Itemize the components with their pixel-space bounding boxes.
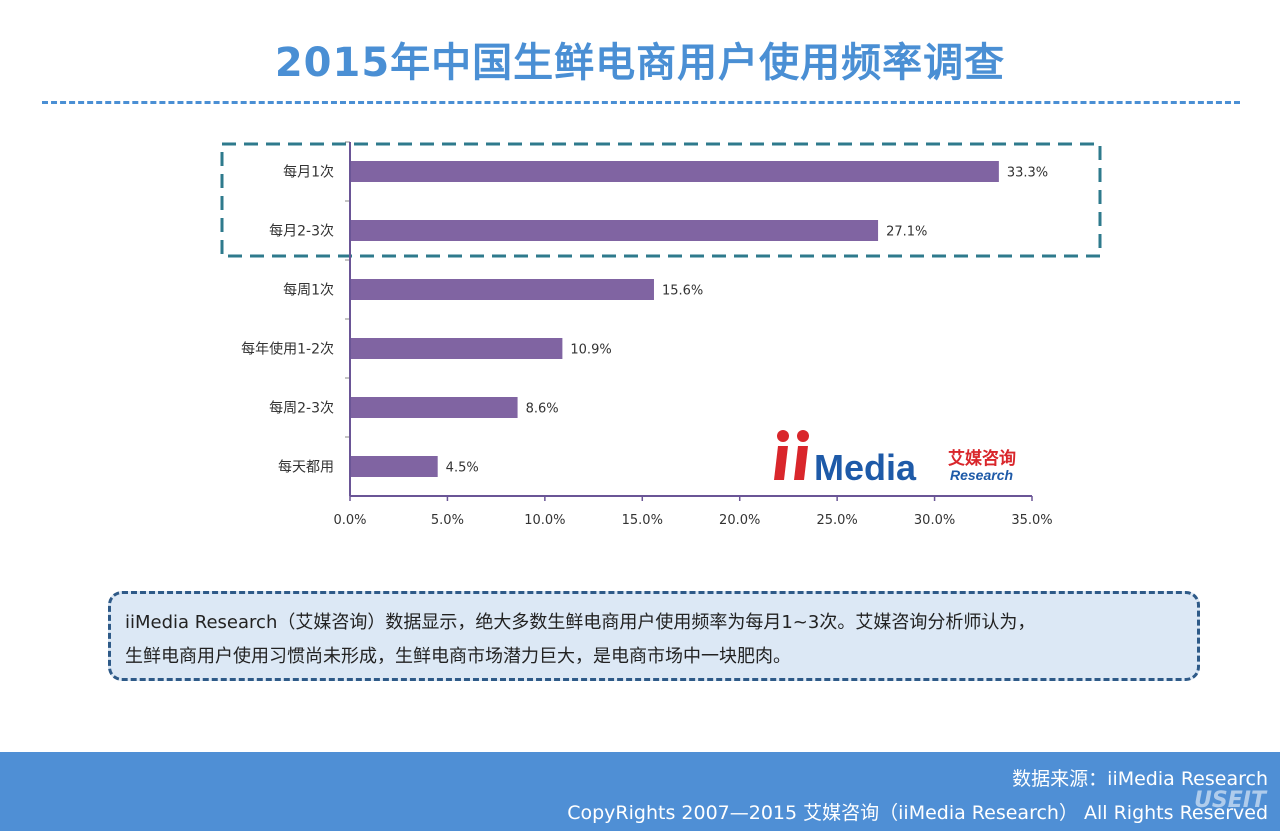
bar-2 <box>350 220 879 241</box>
watermark-logo: USEIT <box>1194 788 1266 813</box>
note-line-2: 生鲜电商用户使用习惯尚未形成，生鲜电商市场潜力巨大，是电商市场中一块肥肉。 <box>125 646 791 667</box>
title-divider <box>42 101 1240 104</box>
imedia-logo: Media 艾媒咨询 Research <box>774 430 1016 488</box>
category-label: 每天都用 <box>278 460 334 476</box>
category-label: 每月2-3次 <box>269 224 334 240</box>
highlight-box <box>220 142 1102 258</box>
svg-text:Research: Research <box>950 467 1013 483</box>
data-source: 数据来源：iiMedia Research <box>1012 768 1268 790</box>
page-title: 2015年中国生鲜电商用户使用频率调查 <box>274 40 1006 86</box>
value-label: 33.3% <box>1007 166 1048 181</box>
footer-bar: 数据来源：iiMedia Research USEIT CopyRights 2… <box>0 752 1280 831</box>
x-tick-label: 30.0% <box>914 513 955 528</box>
category-label: 每周1次 <box>283 283 334 299</box>
svg-text:Media: Media <box>814 447 917 488</box>
analysis-note-box: iiMedia Research（艾媒咨询）数据显示，绝大多数生鲜电商用户使用频… <box>108 591 1200 681</box>
x-tick-label: 10.0% <box>524 513 565 528</box>
value-label: 10.9% <box>570 343 611 358</box>
value-label: 27.1% <box>886 225 927 240</box>
x-tick-label: 20.0% <box>719 513 760 528</box>
bar-4 <box>350 338 563 359</box>
category-label: 每年使用1-2次 <box>241 341 334 358</box>
bar-chart: 每月1次 33.3% 每月2-3次 27.1% 每周1次 15.6% 每年使用1-2次 10.… <box>220 141 1102 528</box>
value-label: 8.6% <box>526 402 559 417</box>
category-label: 每月1次 <box>283 165 334 181</box>
note-line-1: iiMedia Research（艾媒咨询）数据显示，绝大多数生鲜电商用户使用频… <box>125 612 1036 633</box>
bar-6 <box>350 456 438 477</box>
x-tick-label: 25.0% <box>816 513 857 528</box>
x-tick-label: 15.0% <box>622 513 663 528</box>
x-tick-label: 35.0% <box>1011 513 1052 528</box>
category-label: 每周2-3次 <box>269 401 334 417</box>
bar-1 <box>350 161 999 182</box>
value-label: 15.6% <box>662 284 703 299</box>
svg-text:艾媒咨询: 艾媒咨询 <box>948 448 1016 469</box>
bar-3 <box>350 279 654 300</box>
x-tick-label: 0.0% <box>333 513 366 528</box>
copyright: CopyRights 2007—2015 艾媒咨询（iiMedia Resear… <box>567 802 1268 824</box>
x-tick-label: 5.0% <box>431 513 464 528</box>
value-label: 4.5% <box>446 461 479 476</box>
bar-5 <box>350 397 518 418</box>
